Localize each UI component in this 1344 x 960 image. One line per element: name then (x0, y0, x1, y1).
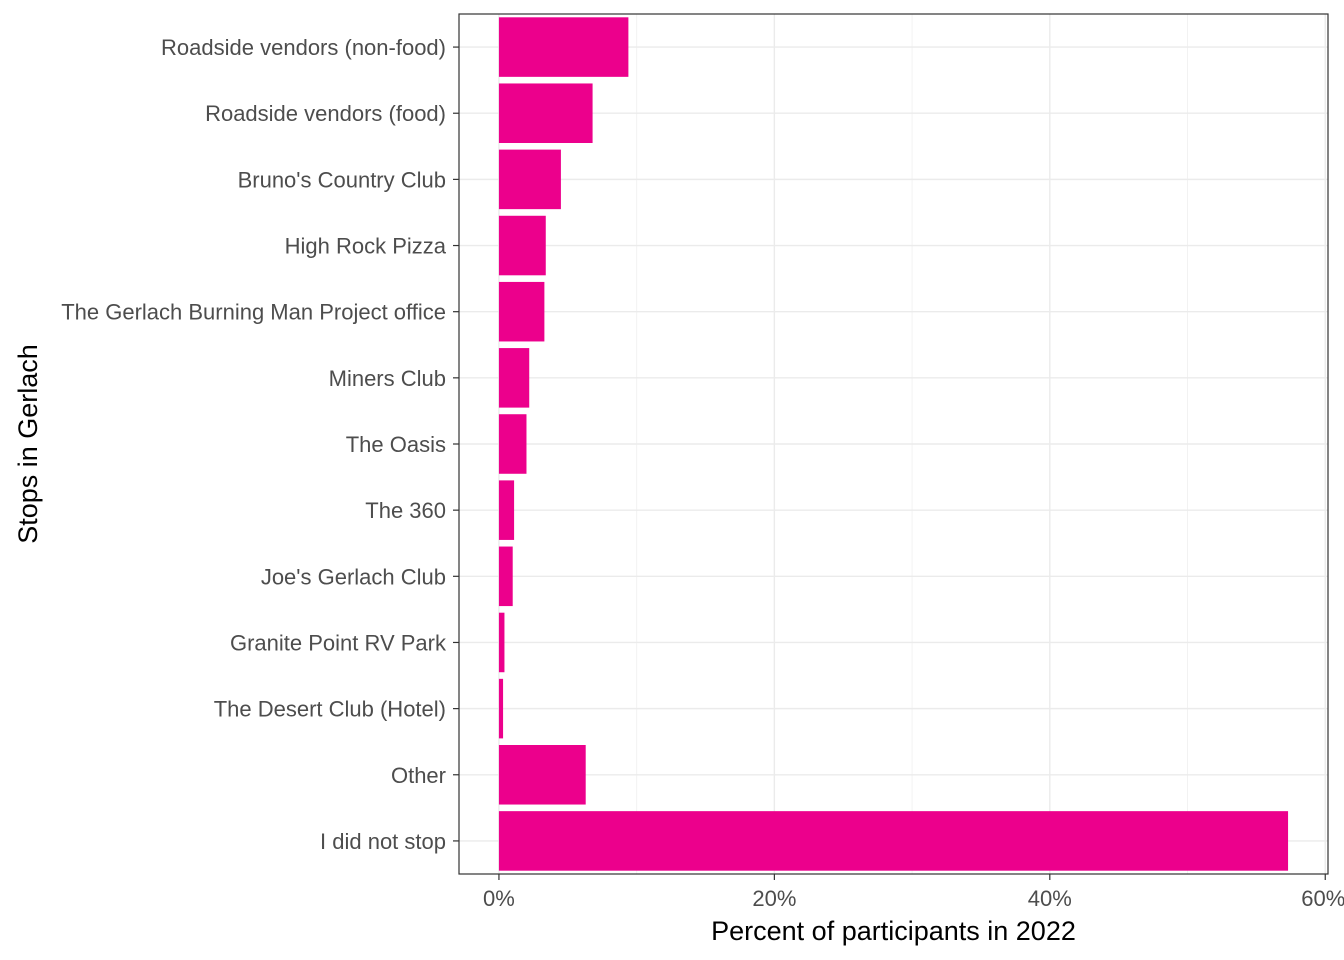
x-axis-title: Percent of participants in 2022 (711, 916, 1076, 946)
y-tick-label: The Oasis (346, 432, 446, 457)
x-tick-label: 40% (1028, 886, 1072, 911)
y-tick-label: The Gerlach Burning Man Project office (61, 300, 446, 325)
y-axis-title: Stops in Gerlach (13, 344, 43, 544)
bar (498, 17, 629, 77)
y-tick-label: Roadside vendors (food) (205, 101, 446, 126)
bar (498, 612, 505, 673)
bar (498, 149, 561, 210)
y-tick-label: The 360 (365, 498, 446, 523)
bar (498, 546, 513, 607)
y-axis: Roadside vendors (non-food) Roadside vend… (61, 35, 459, 854)
bar (498, 678, 504, 739)
y-tick-label: The Desert Club (Hotel) (214, 697, 446, 722)
bar (498, 281, 545, 342)
y-tick-label: High Rock Pizza (285, 234, 447, 259)
y-tick-label: Bruno's Country Club (238, 167, 446, 192)
bar (498, 83, 593, 143)
y-tick-label: I did not stop (320, 829, 446, 854)
grid-lines (459, 14, 1328, 874)
bar (498, 414, 527, 474)
x-tick-label: 20% (752, 886, 796, 911)
x-tick-label: 0% (483, 886, 515, 911)
bars (498, 17, 1289, 871)
y-tick-label: Joe's Gerlach Club (261, 564, 446, 589)
bar (498, 745, 586, 805)
bar (498, 348, 530, 408)
y-tick-label: Granite Point RV Park (230, 630, 447, 655)
y-tick-label: Miners Club (329, 366, 446, 391)
bar (498, 480, 515, 540)
bar (498, 215, 546, 276)
bar (498, 811, 1289, 871)
x-tick-label: 60% (1301, 886, 1344, 911)
y-tick-label: Other (391, 763, 446, 788)
x-axis: 0% 20% 40% 60% (483, 874, 1344, 911)
y-tick-label: Roadside vendors (non-food) (161, 35, 446, 60)
